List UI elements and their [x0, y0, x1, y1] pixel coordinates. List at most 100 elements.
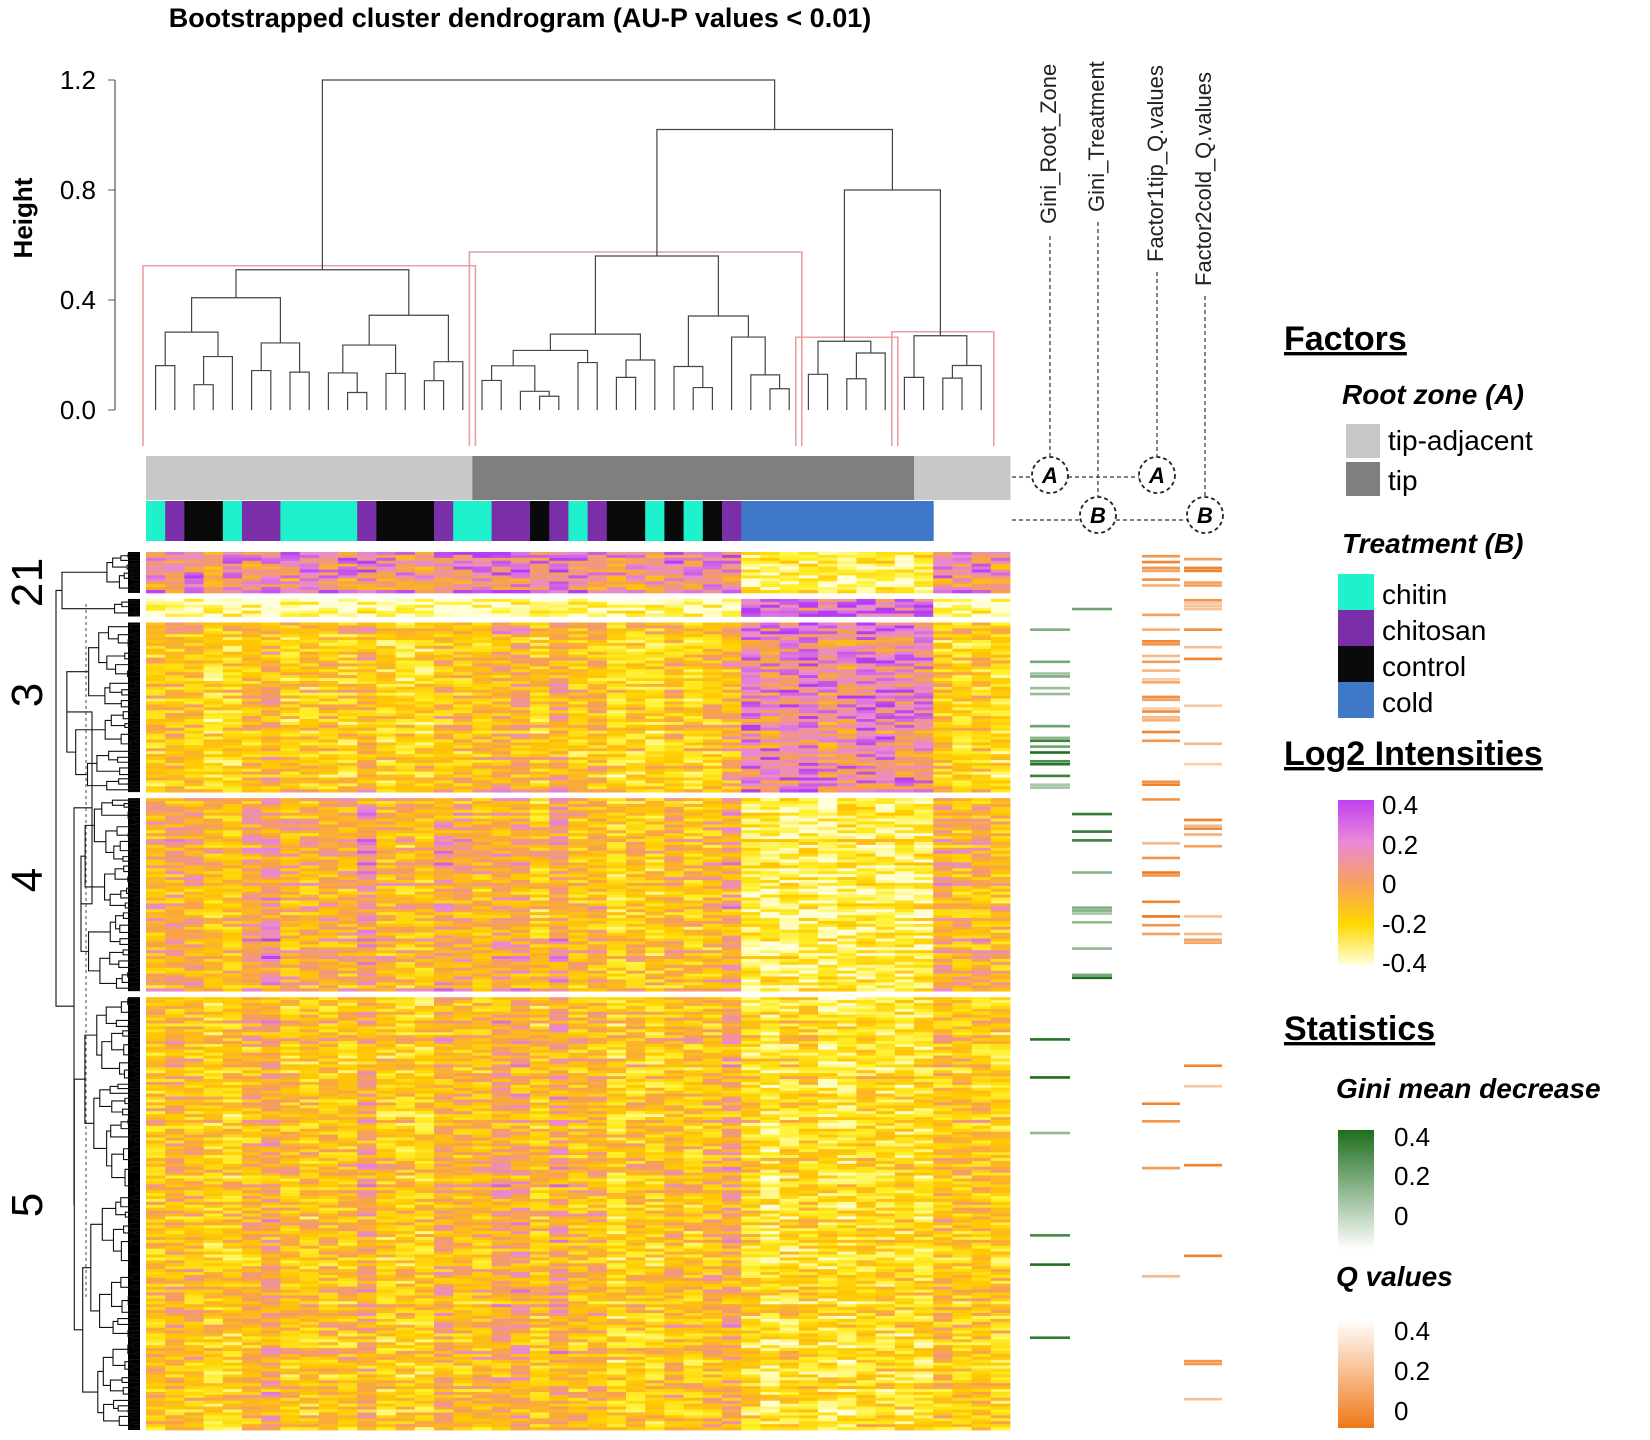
heatmap-cell: [472, 815, 492, 819]
heatmap-cell: [587, 607, 608, 612]
heatmap-cell: [299, 812, 320, 817]
heatmap-cell: [664, 789, 684, 793]
heatmap-cell: [626, 689, 646, 694]
heatmap-cell: [683, 719, 704, 723]
heatmap-cell: [242, 803, 262, 808]
heatmap-cell: [664, 759, 684, 764]
heatmap-cell: [280, 733, 300, 737]
heatmap-cell: [222, 695, 243, 699]
heatmap-cell: [357, 634, 377, 638]
heatmap-cell: [971, 678, 992, 682]
heatmap-cell: [702, 830, 723, 834]
heatmap-cell: [645, 622, 665, 626]
heatmap-cell: [722, 730, 742, 735]
heatmap-cell: [626, 613, 646, 617]
heatmap-cell: [798, 689, 819, 694]
heatmap-cell: [741, 859, 761, 863]
heatmap-cell: [798, 809, 819, 814]
heatmap-cell: [971, 730, 992, 735]
heatmap-cell: [510, 587, 531, 591]
heatmap-cell: [261, 672, 281, 676]
heatmap-cell: [875, 622, 896, 626]
heatmap-cell: [203, 666, 224, 670]
heatmap-cell: [184, 865, 204, 869]
heatmap-cell: [357, 666, 377, 670]
heatmap-cell: [971, 757, 992, 761]
heatmap-cell: [568, 824, 588, 828]
heatmap-cell: [203, 786, 224, 790]
heatmap-cell: [318, 569, 339, 573]
heatmap-cell: [549, 833, 569, 837]
heatmap-cell: [645, 719, 665, 723]
heatmap-cell: [338, 557, 358, 562]
heatmap-cell: [530, 789, 550, 793]
heatmap-cell: [146, 666, 166, 670]
heatmap-cell: [165, 683, 185, 688]
heatmap-cell: [875, 640, 896, 644]
heatmap-cell: [318, 560, 339, 565]
heatmap-cell: [165, 853, 185, 858]
heatmap-cell: [971, 719, 992, 723]
heatmap-cell: [434, 868, 454, 872]
heatmap-cell: [933, 645, 953, 650]
row-dendrogram-link: [128, 1321, 140, 1327]
heatmap-cell: [875, 850, 896, 855]
heatmap-cell: [318, 836, 339, 840]
heatmap-cell: [395, 695, 416, 699]
heatmap-cell: [683, 759, 704, 764]
heatmap-cell: [626, 798, 646, 802]
heatmap-cell: [645, 613, 665, 617]
heatmap-cell: [530, 710, 550, 714]
heatmap-cell: [914, 721, 934, 726]
heatmap-cell: [626, 683, 646, 688]
heatmap-cell: [414, 803, 435, 808]
heatmap-cell: [875, 789, 896, 793]
heatmap-cell: [606, 610, 627, 614]
heatmap-cell: [990, 815, 1011, 819]
heatmap-cell: [184, 801, 204, 805]
heatmap-cell: [184, 853, 204, 858]
heatmap-cell: [626, 862, 646, 866]
dendrogram-link: [855, 352, 886, 410]
heatmap-cell: [722, 640, 742, 644]
heatmap-cell: [376, 672, 396, 676]
heatmap-cell: [626, 654, 646, 658]
heatmap-cell: [261, 824, 281, 828]
heatmap-cell: [626, 865, 646, 869]
heatmap-cell: [453, 640, 473, 644]
heatmap-cell: [395, 557, 416, 562]
heatmap-cell: [414, 575, 435, 579]
heatmap-cell: [357, 739, 377, 743]
heatmap-cell: [587, 557, 608, 562]
heatmap-cell: [741, 651, 761, 656]
heatmap-cell: [914, 847, 934, 852]
heatmap-cell: [261, 739, 281, 743]
heatmap-cell: [606, 660, 627, 664]
heatmap-cell: [606, 622, 627, 626]
heatmap-cell: [837, 841, 857, 846]
dendrogram-link: [251, 369, 272, 410]
heatmap-cell: [933, 853, 953, 858]
heatmap-cell: [357, 783, 377, 787]
heatmap-cell: [606, 590, 627, 594]
heatmap-cell: [856, 839, 876, 843]
heatmap-cell: [664, 771, 684, 775]
heatmap-cell: [779, 686, 800, 691]
heatmap-cell: [549, 584, 569, 588]
heatmap-cell: [318, 730, 339, 735]
heatmap-cell: [683, 575, 704, 579]
heatmap-cell: [856, 841, 876, 846]
heatmap-cell: [299, 631, 320, 635]
heatmap-cell: [606, 701, 627, 705]
heatmap-cell: [318, 719, 339, 723]
heatmap-cell: [338, 771, 358, 775]
heatmap-cell: [837, 642, 857, 647]
heatmap-cell: [741, 745, 761, 749]
heatmap-cell: [146, 821, 166, 825]
heatmap-cell: [376, 716, 396, 720]
heatmap-cell: [299, 806, 320, 811]
heatmap-cell: [530, 757, 550, 761]
heatmap-cell: [530, 601, 550, 606]
heatmap-cell: [472, 692, 492, 696]
heatmap-cell: [645, 777, 665, 781]
